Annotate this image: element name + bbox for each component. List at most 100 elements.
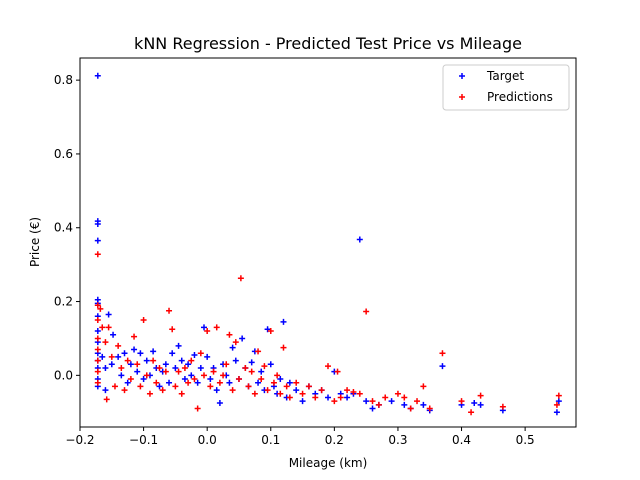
predictions-point — [458, 398, 465, 405]
predictions-point — [94, 302, 101, 309]
target-point — [166, 379, 173, 386]
predictions-point — [150, 357, 157, 364]
target-point — [239, 335, 246, 342]
target-point — [191, 352, 198, 359]
predictions-point — [134, 361, 141, 368]
predictions-legend-marker — [459, 94, 465, 100]
target-point — [356, 236, 363, 243]
legend-label-predictions: Predictions — [487, 90, 553, 104]
predictions-point — [270, 379, 277, 386]
target-point — [232, 357, 239, 364]
target-point — [204, 353, 211, 360]
plot-area — [79, 57, 577, 428]
target-point — [185, 361, 192, 368]
legend-label-target: Target — [486, 69, 524, 83]
target-point — [280, 318, 287, 325]
predictions-point — [237, 275, 244, 282]
predictions-point — [264, 387, 271, 394]
predictions-point — [267, 328, 274, 335]
target-point — [553, 409, 560, 416]
predictions-point — [258, 376, 265, 383]
target-point — [229, 344, 236, 351]
predictions-point — [468, 409, 475, 416]
predictions-point — [274, 372, 281, 379]
target-point — [110, 331, 117, 338]
target-point — [207, 376, 214, 383]
predictions-point — [194, 405, 201, 412]
predictions-point — [382, 394, 389, 401]
predictions-point — [286, 394, 293, 401]
target-point — [286, 379, 293, 386]
predictions-point — [318, 387, 325, 394]
target-point — [181, 376, 188, 383]
target-point — [293, 387, 300, 394]
predictions-point — [156, 364, 163, 371]
target-point — [118, 372, 125, 379]
target-point — [99, 353, 106, 360]
predictions-point — [127, 376, 134, 383]
predictions-point — [121, 387, 128, 394]
predictions-point — [299, 390, 306, 397]
data-marks — [94, 72, 562, 416]
x-tick-label: 0.0 — [198, 433, 217, 447]
target-point — [94, 237, 101, 244]
target-point — [369, 405, 376, 412]
predictions-point — [401, 394, 408, 401]
predictions-point — [334, 368, 341, 375]
predictions-point — [232, 339, 239, 346]
target-point — [197, 364, 204, 371]
predictions-point — [407, 405, 414, 412]
predictions-point — [105, 324, 112, 331]
target-point — [267, 361, 274, 368]
target-point — [94, 221, 101, 228]
predictions-point — [166, 307, 173, 314]
predictions-point — [115, 342, 122, 349]
predictions-point — [226, 331, 233, 338]
target-point — [131, 346, 138, 353]
y-tick-label: 0.4 — [54, 221, 73, 235]
predictions-point — [251, 390, 258, 397]
x-tick-label: −0.2 — [65, 433, 94, 447]
predictions-point — [153, 379, 160, 386]
predictions-point — [216, 379, 223, 386]
target-point — [178, 357, 185, 364]
target-point — [344, 394, 351, 401]
predictions-point — [207, 383, 214, 390]
target-point — [299, 398, 306, 405]
y-axis-label: Price (€) — [28, 217, 42, 267]
predictions-point — [131, 333, 138, 340]
chart-title: kNN Regression - Predicted Test Price vs… — [134, 34, 522, 53]
predictions-point — [356, 390, 363, 397]
predictions-point — [204, 328, 211, 335]
target-point — [213, 387, 220, 394]
predictions-point — [188, 357, 195, 364]
y-tick-label: 0.8 — [54, 73, 73, 87]
target-point — [134, 368, 141, 375]
predictions-point — [369, 398, 376, 405]
predictions-point — [312, 394, 319, 401]
predictions-point — [394, 390, 401, 397]
predictions-point — [111, 383, 118, 390]
predictions-point — [283, 383, 290, 390]
predictions-point — [280, 344, 287, 351]
target-point — [169, 350, 176, 357]
target-point — [471, 400, 478, 407]
target-point — [127, 361, 134, 368]
predictions-point — [97, 305, 104, 312]
target-point — [363, 398, 370, 405]
predictions-point — [350, 388, 357, 395]
predictions-point — [553, 401, 560, 408]
target-point — [248, 359, 255, 366]
x-tick-label: 0.4 — [452, 433, 471, 447]
predictions-point — [439, 350, 446, 357]
predictions-point — [245, 383, 252, 390]
target-point — [102, 387, 109, 394]
x-tick-label: −0.1 — [129, 433, 158, 447]
predictions-point — [261, 363, 268, 370]
predictions-point — [305, 383, 312, 390]
target-point — [255, 379, 262, 386]
y-tick-label: 0.6 — [54, 147, 73, 161]
target-point — [388, 398, 395, 405]
predictions-point — [414, 398, 421, 405]
